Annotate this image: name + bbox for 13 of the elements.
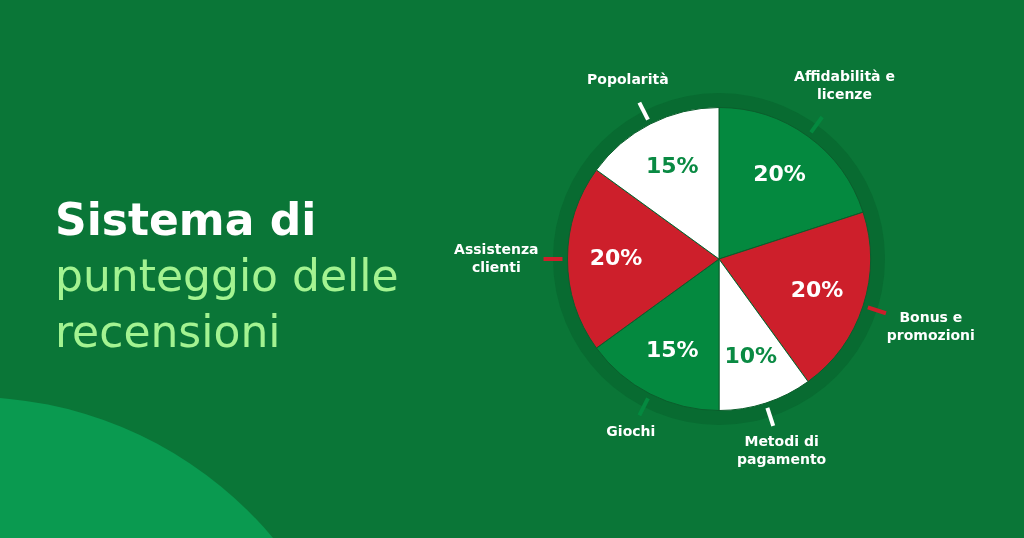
slice-label: Bonus e promozioni <box>886 309 975 344</box>
data-label: 15% <box>645 152 699 178</box>
text: Sistema di punteggio delle recensioni <box>55 193 400 359</box>
slice-label: Metodi di pagamento <box>736 433 827 468</box>
data-label: 20% <box>589 244 643 270</box>
slice-label: Giochi <box>606 422 656 439</box>
data-label: 10% <box>724 342 778 368</box>
data-label: 20% <box>790 276 844 302</box>
data-label: 20% <box>753 161 806 187</box>
slice-label: Affidabilità e licenze <box>794 67 895 102</box>
slice-label: Popolarità <box>587 70 669 87</box>
slice-label: Assistenza clienti <box>454 240 539 275</box>
data-label: 15% <box>645 336 699 362</box>
